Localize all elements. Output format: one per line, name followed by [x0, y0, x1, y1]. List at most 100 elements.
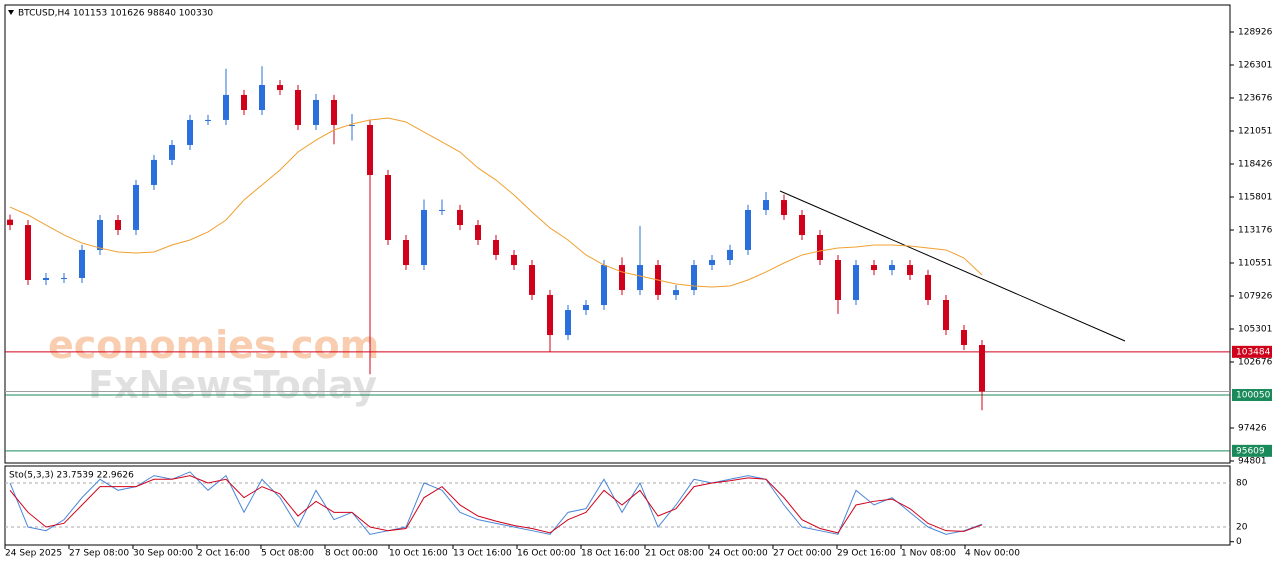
stochastic-tick-label: 0 [1236, 537, 1242, 547]
candle-body [385, 175, 391, 241]
y-tick-label: 110551 [1238, 259, 1272, 269]
candle-body [151, 159, 157, 185]
candle-body [169, 144, 175, 160]
y-tick-label: 123676 [1238, 94, 1273, 104]
x-tick-label: 27 Oct 00:00 [773, 549, 832, 559]
candle-body [817, 234, 823, 260]
candle-body [871, 265, 877, 271]
x-tick-label: 16 Oct 00:00 [517, 549, 576, 559]
candle-body [853, 265, 859, 300]
candle-body [331, 99, 337, 125]
y-tick-label: 113176 [1238, 226, 1273, 236]
y-tick-label: 102676 [1238, 358, 1273, 368]
stochastic-line [9, 475, 983, 534]
candle-body [583, 305, 589, 311]
x-tick-label: 13 Oct 16:00 [453, 549, 512, 559]
candle-body [259, 85, 265, 111]
y-tick-label: 121051 [1238, 127, 1272, 137]
y-tick-label: 128926 [1238, 28, 1273, 38]
candle-body [61, 277, 67, 279]
candle-body [943, 299, 949, 331]
candle-body [133, 184, 139, 230]
main-panel [4, 4, 1231, 464]
stochastic-label: Sto(5,3,3) 23.7539 22.9626 [9, 471, 134, 481]
candle-body [601, 265, 607, 306]
candle-body [43, 277, 49, 280]
candle-body [799, 214, 805, 235]
candle-body [241, 94, 247, 111]
candle-body [205, 119, 211, 121]
candle-body [907, 265, 913, 275]
candle-body [637, 265, 643, 291]
candle-body [421, 209, 427, 266]
candle-body [529, 265, 535, 295]
watermark: economies.com [48, 323, 379, 367]
x-tick-label: 18 Oct 16:00 [581, 549, 640, 559]
y-tick-label: 115801 [1238, 193, 1272, 203]
candle-body [925, 274, 931, 300]
candle-body [403, 240, 409, 266]
candle-body [223, 94, 229, 120]
symbol-header: BTCUSD,H4 101153 101626 98840 100330 [18, 9, 213, 19]
candle-body [187, 119, 193, 145]
price-level-tag [1232, 345, 1272, 358]
y-tick-label: 94801 [1238, 457, 1267, 467]
candle-body [835, 259, 841, 300]
x-tick-label: 21 Oct 08:00 [645, 549, 704, 559]
x-tick-label: 24 Oct 00:00 [709, 549, 768, 559]
moving-average [9, 117, 983, 288]
x-tick-label: 5 Oct 08:00 [261, 549, 314, 559]
stochastic-panel [4, 465, 1231, 546]
watermark: FxNewsToday [88, 363, 377, 407]
x-tick-label: 29 Oct 16:00 [837, 549, 896, 559]
candle-body [709, 259, 715, 266]
x-tick-label: 2 Oct 16:00 [197, 549, 250, 559]
price-level-tag [1232, 444, 1272, 457]
candle-body [511, 254, 517, 266]
candle-body [547, 294, 553, 336]
y-tick-label: 105301 [1238, 325, 1272, 335]
candle-body [349, 124, 355, 126]
candle-body [961, 330, 967, 345]
candle-body [781, 200, 787, 215]
price-level-label: 103484 [1236, 347, 1271, 357]
candle-body [619, 265, 625, 291]
candle-body [295, 90, 301, 125]
x-tick-label: 24 Sep 2025 [5, 549, 62, 559]
candle-body [889, 265, 895, 271]
x-tick-label: 1 Nov 08:00 [901, 549, 956, 559]
candle-body [115, 220, 121, 230]
candle-body [673, 290, 679, 295]
candle-body [25, 225, 31, 280]
price-level-tag [1232, 389, 1272, 402]
y-tick-label: 118426 [1238, 160, 1273, 170]
candle-body [313, 99, 319, 125]
y-tick-label: 107926 [1238, 292, 1273, 302]
x-tick-label: 10 Oct 16:00 [389, 549, 448, 559]
candle-body [7, 219, 13, 226]
stochastic-tick-label: 80 [1236, 478, 1248, 488]
x-tick-label: 4 Nov 00:00 [965, 549, 1020, 559]
candle-body [475, 225, 481, 241]
candle-body [439, 209, 445, 211]
candle-body [367, 124, 373, 176]
candle-body [691, 265, 697, 291]
candle-body [565, 310, 571, 336]
y-tick-label: 126301 [1238, 61, 1272, 71]
menu-arrow[interactable] [8, 10, 14, 15]
x-tick-label: 30 Sep 00:00 [133, 549, 193, 559]
candle-body [763, 200, 769, 210]
candle-body [493, 240, 499, 255]
x-tick-label: 8 Oct 00:00 [325, 549, 378, 559]
candle-body [79, 249, 85, 278]
x-tick-label: 27 Sep 08:00 [69, 549, 129, 559]
y-tick-label: 97426 [1238, 424, 1267, 434]
candle-body [979, 344, 985, 392]
candle-body [277, 85, 283, 91]
stochastic-tick-label: 20 [1236, 523, 1248, 533]
candle-body [727, 249, 733, 260]
candle-body [457, 209, 463, 226]
price-level-label: 95609 [1236, 446, 1265, 456]
candle-body [97, 220, 103, 250]
